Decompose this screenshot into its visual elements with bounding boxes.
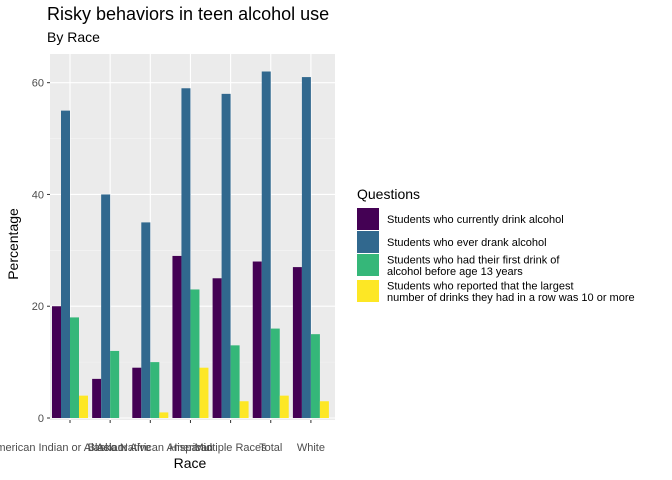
bar <box>61 110 70 418</box>
bar <box>310 334 320 418</box>
bar <box>199 367 209 418</box>
bar <box>252 261 262 418</box>
y-axis-title: Percentage <box>5 208 21 280</box>
bar <box>181 88 191 419</box>
bar <box>319 401 329 418</box>
y-tick-label: 0 <box>38 413 44 425</box>
bars <box>52 71 329 419</box>
legend-label: alcohol before age 13 years <box>387 266 523 278</box>
legend-label: Students who reported that the largest <box>387 280 574 292</box>
bar <box>172 255 182 418</box>
bar <box>279 395 289 418</box>
x-tick-label: Hispanic <box>169 442 212 454</box>
bar <box>132 367 142 418</box>
bar <box>141 222 151 418</box>
legend-label: Students who had their first drink of <box>387 254 560 266</box>
bar <box>261 71 271 418</box>
x-tick-label: Asian <box>96 442 124 454</box>
legend: Questions Students who currently drink a… <box>357 186 635 304</box>
bar <box>292 267 302 418</box>
legend-label: number of drinks they had in a row was 1… <box>387 292 635 304</box>
bar <box>101 194 111 418</box>
x-axis: American Indian or Alaska NativeAsianBla… <box>0 420 325 454</box>
bar <box>230 345 240 418</box>
bar <box>52 306 61 418</box>
y-axis: 0 20 40 60 <box>32 78 50 425</box>
legend-key <box>357 231 379 253</box>
x-tick-label: Multiple Races <box>195 442 268 454</box>
bar <box>79 395 88 418</box>
legend-key <box>357 254 379 276</box>
legend-label: Students who currently drink alcohol <box>387 214 564 226</box>
bar <box>159 412 169 418</box>
bar <box>212 278 222 418</box>
y-tick-label: 40 <box>32 189 44 201</box>
bar <box>150 362 160 418</box>
x-tick-label: Total <box>259 442 282 454</box>
bar <box>92 378 102 418</box>
legend-title: Questions <box>357 186 420 202</box>
bar <box>270 328 280 418</box>
legend-key <box>357 280 379 302</box>
bar <box>70 317 79 418</box>
bar <box>239 401 249 418</box>
x-tick-label: White <box>297 442 325 454</box>
bar <box>190 289 200 418</box>
chart-title: Risky behaviors in teen alcohol use <box>47 4 330 24</box>
chart-subtitle: By Race <box>47 29 100 45</box>
legend-key <box>357 208 379 230</box>
y-tick-label: 60 <box>32 78 44 90</box>
bar <box>110 350 120 418</box>
x-axis-title: Race <box>174 455 207 471</box>
legend-label: Students who ever drank alcohol <box>387 237 547 249</box>
y-tick-label: 20 <box>32 301 44 313</box>
bar <box>301 77 311 418</box>
x-tick-label: Black or African American <box>88 442 213 454</box>
bar <box>221 93 231 419</box>
x-tick-label: American Indian or Alaska Native <box>0 442 151 454</box>
